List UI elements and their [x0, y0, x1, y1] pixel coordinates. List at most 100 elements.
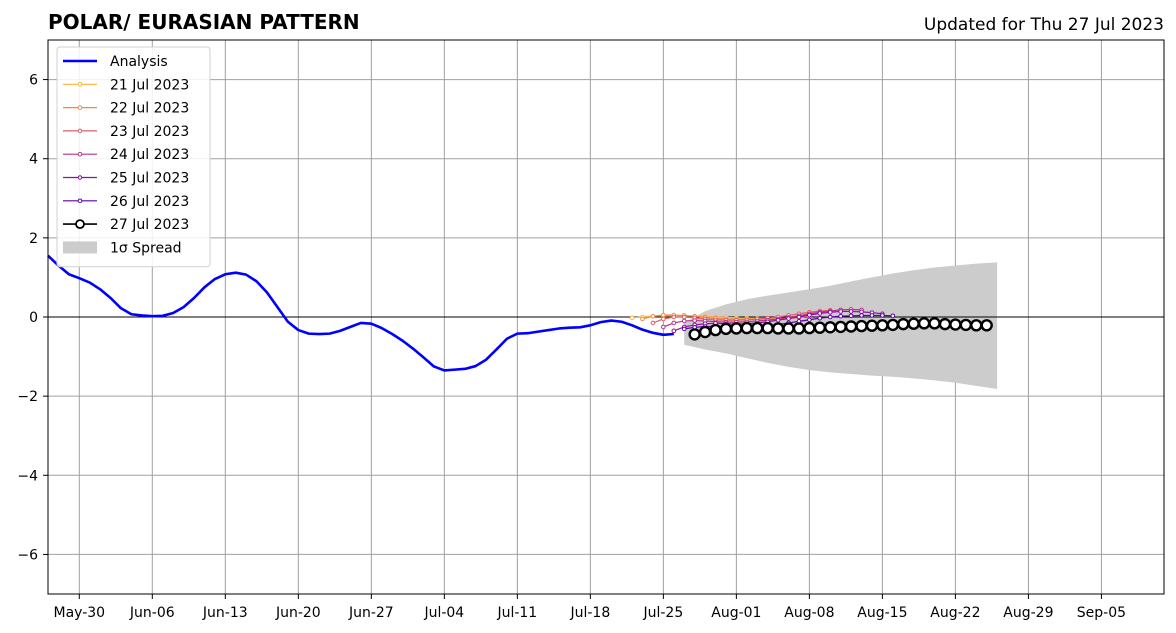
x-tick-label: Jul-04	[423, 605, 464, 621]
x-tick-label: Aug-01	[711, 605, 761, 621]
forecast-point-latest	[803, 321, 816, 335]
legend-label: 21 Jul 2023	[110, 77, 189, 93]
x-tick-label: Jun-06	[129, 605, 175, 621]
legend-label: 23 Jul 2023	[110, 124, 189, 140]
forecast-point-latest	[761, 321, 774, 335]
legend-box	[56, 46, 211, 268]
forecast-point	[786, 316, 791, 321]
forecast-point	[890, 313, 896, 319]
forecast-point-latest	[907, 317, 920, 330]
forecast-point-latest	[688, 328, 701, 341]
y-tick-label: 4	[29, 152, 38, 168]
forecast-point	[661, 324, 666, 330]
forecast-point	[859, 309, 864, 315]
forecast-point	[661, 312, 666, 318]
forecast-point-latest	[813, 321, 827, 334]
y-tick-label: 6	[29, 73, 38, 89]
chart-title: POLAR/ EURASIAN PATTERN	[48, 10, 360, 34]
forecast-point	[848, 313, 854, 319]
forecast-point	[817, 311, 823, 316]
forecast-point-latest	[980, 319, 993, 332]
forecast-point	[681, 326, 687, 332]
forecast-point-latest	[792, 322, 806, 335]
y-tick-label: 2	[29, 231, 38, 247]
legend-swatch	[63, 241, 97, 254]
forecast-point-latest	[949, 318, 962, 331]
legend-marker	[77, 128, 83, 134]
forecast-point-latest	[771, 322, 785, 335]
legend-marker	[77, 175, 83, 180]
forecast-point	[827, 314, 833, 320]
forecast-point-latest	[970, 319, 983, 332]
x-tick-label: Jul-18	[569, 605, 610, 621]
y-tick-label: −6	[17, 547, 38, 563]
forecast-point-latest	[897, 317, 910, 331]
legend-marker	[75, 219, 85, 230]
forecast-point	[650, 320, 656, 326]
forecast-point	[650, 313, 656, 319]
forecast-point	[838, 313, 843, 319]
forecast-point	[807, 317, 812, 323]
forecast-point	[859, 313, 864, 318]
y-tick-label: −2	[17, 389, 38, 405]
forecast-point-latest	[782, 322, 795, 335]
forecast-point	[817, 315, 823, 321]
legend-label: 27 Jul 2023	[110, 217, 189, 233]
forecast-point	[827, 309, 833, 315]
plot-area: −6 −4 −2 0 2 4 6 May-30 Jun-06 Jun-13 Jun-20 Jun-27…	[17, 39, 1165, 621]
forecast-point	[640, 316, 645, 322]
forecast-point	[869, 313, 875, 318]
x-tick-label: Jun-27	[348, 605, 394, 621]
forecast-point-latest	[917, 317, 931, 330]
x-tick-label: Aug-22	[930, 605, 980, 621]
chart-updated-date: Updated for Thu 27 Jul 2023	[924, 15, 1164, 35]
forecast-point-latest	[855, 319, 868, 333]
forecast-point-latest	[865, 319, 879, 332]
forecast-point-latest	[876, 319, 889, 332]
x-tick-label: Jun-13	[202, 605, 248, 621]
forecast-point	[880, 313, 885, 318]
forecast-point-latest	[719, 322, 733, 336]
legend-marker	[77, 82, 83, 87]
y-tick-label: −4	[17, 468, 38, 484]
y-tick-label: 0	[29, 310, 38, 326]
forecast-point	[629, 315, 635, 321]
legend-marker	[77, 198, 83, 204]
forecast-point-latest	[740, 321, 754, 335]
forecast-point	[796, 314, 802, 320]
forecast-point-latest	[834, 320, 847, 334]
forecast-point-latest	[844, 320, 858, 333]
legend-marker	[77, 105, 83, 110]
forecast-point-latest	[698, 325, 712, 339]
x-tick-label: Jun-20	[275, 605, 321, 621]
forecast-point	[848, 309, 854, 314]
forecast-point-latest	[751, 321, 764, 335]
legend-label: 24 Jul 2023	[110, 147, 189, 163]
forecast-point-latest	[938, 317, 952, 331]
legend-label: 25 Jul 2023	[110, 171, 189, 187]
legend: Analysis 21 Jul 2023 22 Jul 2023 23 Jul 202…	[56, 46, 211, 268]
forecast-point	[671, 320, 677, 326]
x-tick-label: Aug-29	[1003, 605, 1053, 621]
forecast-point	[681, 318, 687, 324]
legend-label: Analysis	[110, 54, 168, 70]
legend-marker	[77, 151, 83, 157]
x-tick-label: May-30	[54, 605, 106, 621]
legend-label: 1σ Spread	[110, 240, 182, 256]
forecast-point	[661, 316, 666, 322]
legend-label: 22 Jul 2023	[110, 101, 189, 117]
legend-label: 26 Jul 2023	[110, 194, 189, 210]
forecast-point	[671, 314, 677, 320]
forecast-point	[838, 309, 843, 314]
forecast-point	[775, 317, 781, 323]
forecast-point-latest	[928, 317, 941, 330]
x-tick-label: Jul-25	[642, 605, 683, 621]
forecast-point	[681, 314, 687, 320]
forecast-point	[807, 312, 812, 318]
x-tick-label: Aug-08	[784, 605, 834, 621]
forecast-point-latest	[730, 322, 743, 335]
x-tick-label: Aug-15	[857, 605, 907, 621]
forecast-point-latest	[824, 321, 837, 334]
forecast-point	[692, 318, 697, 323]
